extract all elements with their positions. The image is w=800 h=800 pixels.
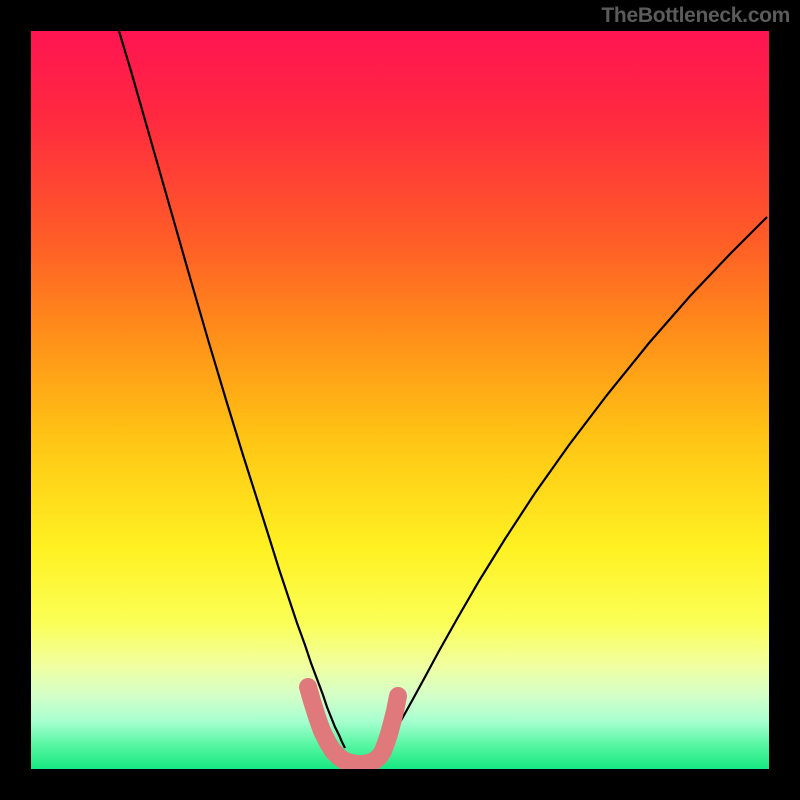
plot-area — [31, 31, 769, 769]
watermark-text: TheBottleneck.com — [601, 4, 790, 28]
curves-layer — [31, 31, 769, 769]
valley-marker — [308, 687, 398, 764]
left-curve — [119, 31, 345, 748]
right-curve — [385, 217, 767, 747]
